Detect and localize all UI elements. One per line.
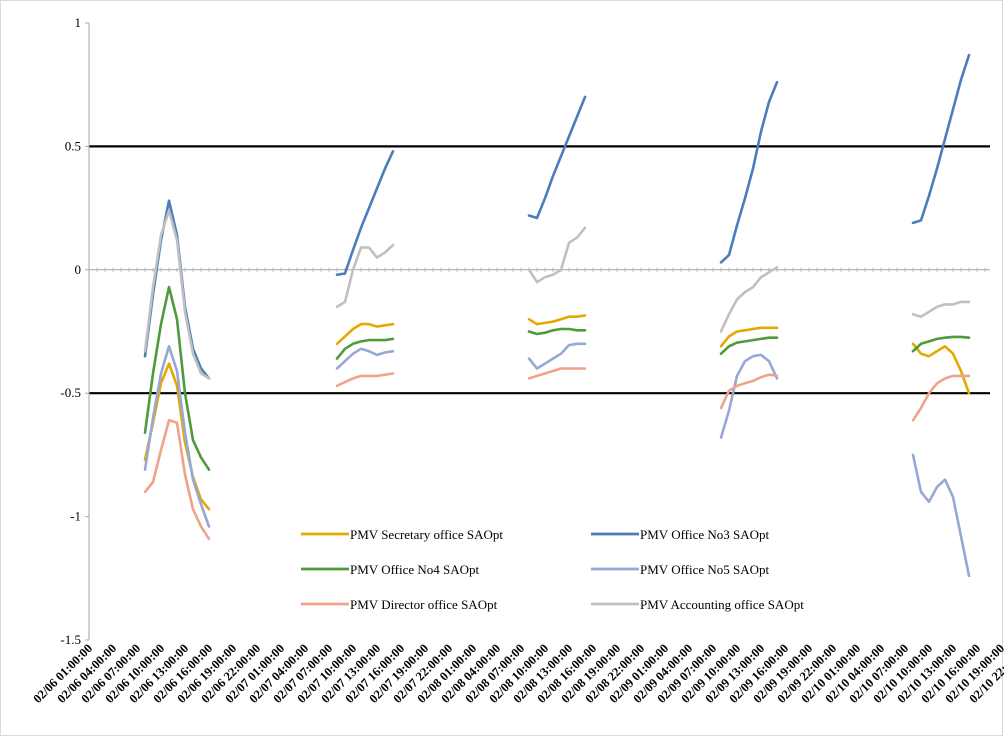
- series-line-segment: [143, 209, 211, 380]
- axes: [85, 22, 990, 641]
- legend-item: PMV Office No5 SAOpt: [591, 562, 770, 577]
- legend-item: PMV Secretary office SAOpt: [301, 527, 503, 542]
- y-tick-label: -0.5: [60, 385, 81, 400]
- series-line-segment: [911, 53, 971, 225]
- series-line-segment: [143, 418, 211, 541]
- series-line-segment: [335, 347, 395, 370]
- series-6: [143, 209, 971, 380]
- series-line-segment: [719, 80, 779, 264]
- y-tick-label: 0.5: [65, 138, 81, 153]
- legend-label: PMV Director office SAOpt: [350, 597, 498, 612]
- series-3: [143, 285, 971, 472]
- series-5: [143, 367, 971, 541]
- legend-label: PMV Accounting office SAOpt: [640, 597, 804, 612]
- series-line-segment: [335, 372, 395, 388]
- series-line-segment: [719, 353, 779, 439]
- series-line-segment: [911, 335, 971, 353]
- series-line-segment: [335, 337, 395, 360]
- series-line-segment: [527, 327, 587, 336]
- series-line-segment: [527, 367, 587, 380]
- series-1: [143, 314, 971, 511]
- legend-item: PMV Office No3 SAOpt: [591, 527, 770, 542]
- legend-label: PMV Office No5 SAOpt: [640, 562, 770, 577]
- legend-label: PMV Secretary office SAOpt: [350, 527, 503, 542]
- legend-label: PMV Office No4 SAOpt: [350, 562, 480, 577]
- series-line-segment: [335, 243, 395, 309]
- legend-item: PMV Office No4 SAOpt: [301, 562, 480, 577]
- series-line-segment: [335, 322, 395, 346]
- y-tick-label: -1.5: [60, 632, 81, 647]
- y-tick-label: 1: [75, 15, 82, 30]
- series-line-segment: [719, 336, 779, 356]
- series-line-segment: [335, 150, 395, 277]
- series-line-segment: [911, 342, 971, 395]
- y-tick-label: -1: [70, 509, 81, 524]
- series-line-segment: [911, 453, 971, 578]
- y-tick-label: 0: [75, 262, 82, 277]
- series-line-segment: [527, 226, 587, 284]
- series-line-segment: [719, 373, 779, 410]
- series-line-segment: [719, 326, 779, 348]
- series-line-segment: [527, 95, 587, 220]
- series-line-segment: [527, 342, 587, 370]
- series-line-segment: [143, 362, 211, 511]
- series-4: [143, 342, 971, 578]
- y-tick-labels: 1 0.5 0 -0.5 -1 -1.5: [60, 15, 81, 647]
- series-lines: [143, 53, 971, 578]
- series-line-segment: [143, 199, 211, 380]
- legend-label: PMV Office No3 SAOpt: [640, 527, 770, 542]
- series-line-segment: [911, 300, 971, 319]
- legend: PMV Secretary office SAOpt PMV Office No3…: [301, 527, 804, 612]
- legend-item: PMV Director office SAOpt: [301, 597, 498, 612]
- series-line-segment: [143, 285, 211, 472]
- legend-item: PMV Accounting office SAOpt: [591, 597, 804, 612]
- reference-lines: [89, 145, 990, 395]
- series-line-segment: [143, 344, 211, 528]
- series-line-segment: [719, 265, 779, 333]
- series-line-segment: [911, 374, 971, 422]
- series-line-segment: [527, 314, 587, 326]
